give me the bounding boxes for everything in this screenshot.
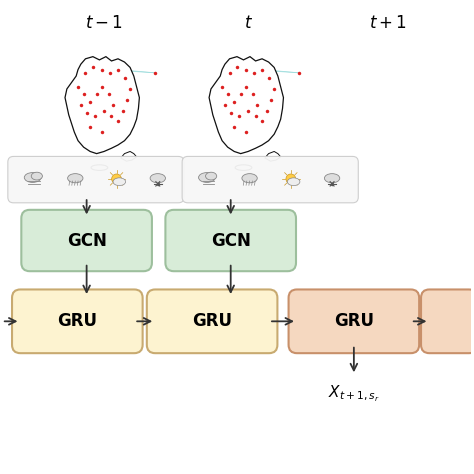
Polygon shape [65,57,139,154]
Ellipse shape [235,165,252,171]
FancyBboxPatch shape [182,156,358,203]
Ellipse shape [91,165,108,171]
Ellipse shape [150,173,165,183]
Text: ~: ~ [204,172,213,182]
FancyBboxPatch shape [421,290,474,353]
FancyBboxPatch shape [8,156,184,203]
Ellipse shape [199,173,215,182]
Ellipse shape [113,178,126,186]
Ellipse shape [287,178,300,186]
FancyBboxPatch shape [165,210,296,271]
Polygon shape [265,152,281,161]
Ellipse shape [31,172,42,180]
Ellipse shape [24,173,41,182]
Ellipse shape [112,174,121,184]
Ellipse shape [68,173,83,183]
Text: GCN: GCN [67,231,107,249]
Text: $X_{t+1,s_r}$: $X_{t+1,s_r}$ [328,383,380,404]
FancyBboxPatch shape [289,290,419,353]
Text: ~: ~ [29,172,39,182]
Ellipse shape [324,173,340,183]
FancyBboxPatch shape [12,290,143,353]
Text: GRU: GRU [192,312,232,330]
FancyBboxPatch shape [147,290,277,353]
Polygon shape [121,152,137,161]
Polygon shape [209,57,283,154]
Text: $t+1$: $t+1$ [369,15,407,32]
Ellipse shape [286,174,296,184]
Ellipse shape [242,173,257,183]
Text: GRU: GRU [334,312,374,330]
Text: GRU: GRU [57,312,97,330]
Text: $t-1$: $t-1$ [85,15,123,32]
Ellipse shape [206,172,217,180]
Text: GCN: GCN [211,231,251,249]
FancyBboxPatch shape [21,210,152,271]
Text: $t$: $t$ [244,15,253,32]
